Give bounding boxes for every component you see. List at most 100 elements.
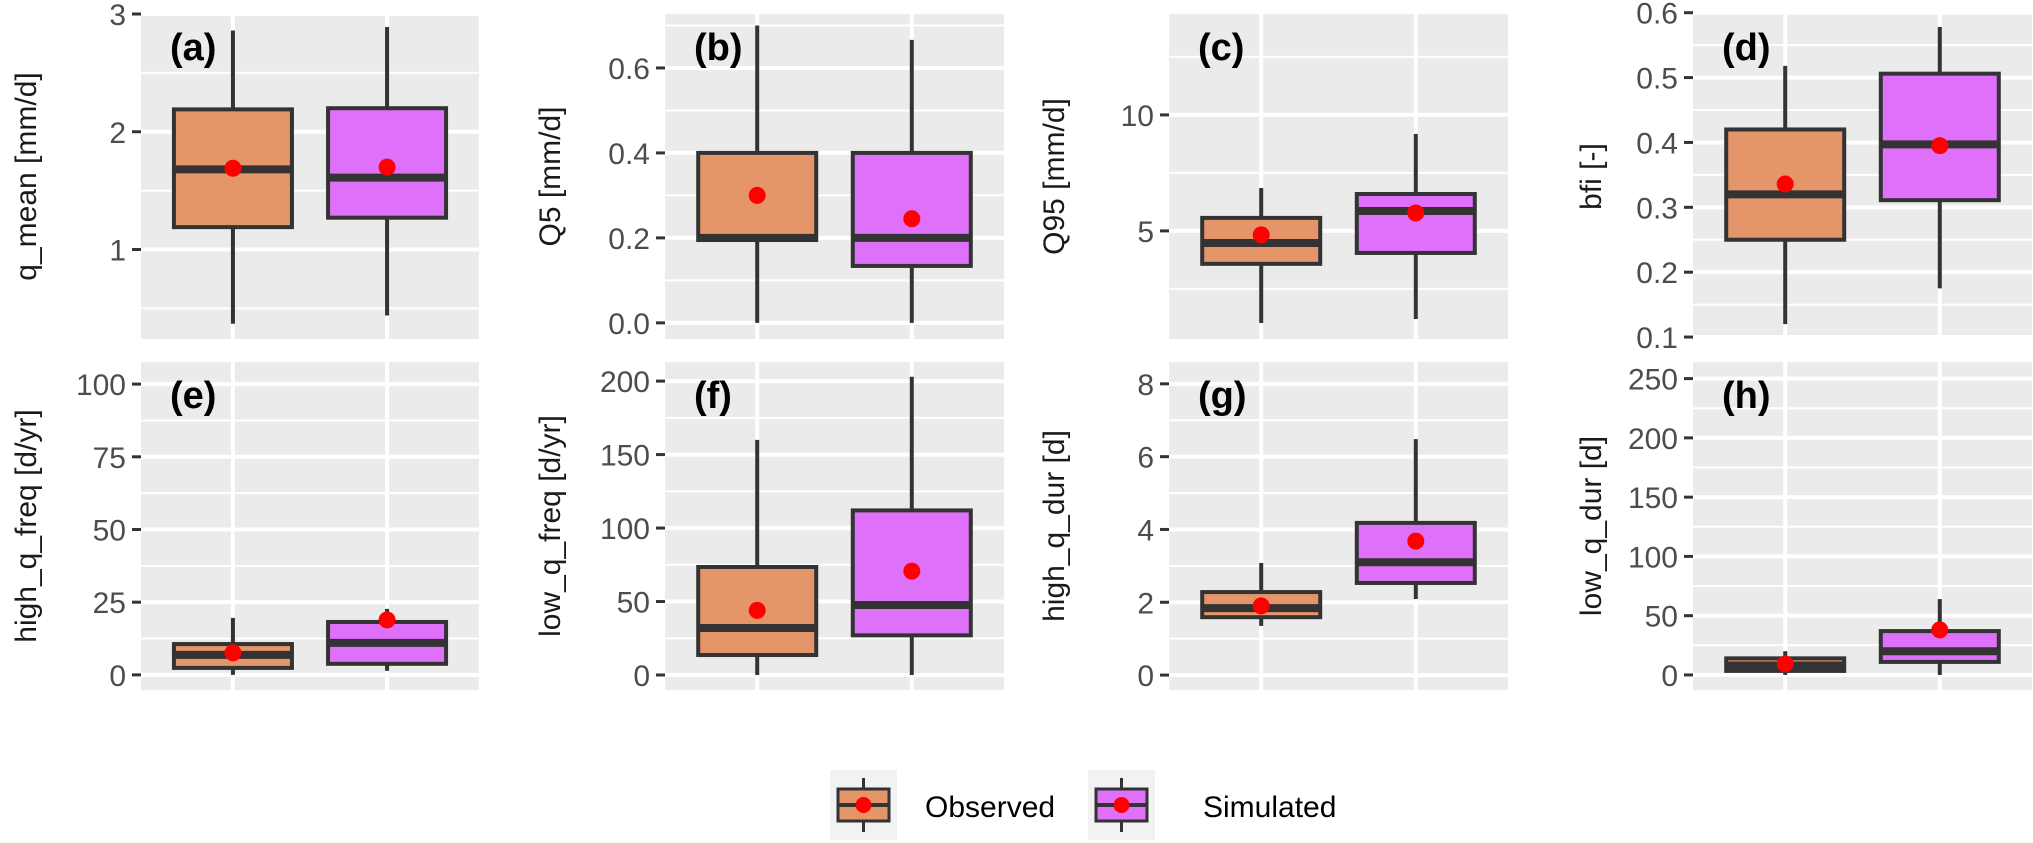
mean-point xyxy=(1252,597,1270,615)
panel-tag: (f) xyxy=(694,375,732,417)
y-tick-label: 100 xyxy=(600,513,650,546)
y-tick-label: 100 xyxy=(76,369,126,402)
y-tick-label: 250 xyxy=(1628,364,1678,397)
legend: Observed Simulated xyxy=(830,770,1336,840)
box-observed xyxy=(696,439,819,676)
y-tick-label: 0 xyxy=(109,660,126,693)
y-tick-label: 0 xyxy=(1661,660,1678,693)
mean-point xyxy=(1407,532,1425,550)
mean-point xyxy=(1931,621,1949,639)
y-tick-label: 2 xyxy=(109,117,126,150)
y-tick-label: 100 xyxy=(1628,541,1678,574)
y-tick-label: 0.2 xyxy=(1636,257,1678,290)
panels: 1 2 3 q_mean [mm/d] (a) 0.0 0.2 0.4 0.6 Q5 [mm/d]… xyxy=(10,0,2032,693)
box-iqr xyxy=(1878,71,2001,203)
y-tick-label: 0 xyxy=(633,660,650,693)
mean-point xyxy=(748,186,766,204)
y-tick-label: 50 xyxy=(93,514,126,547)
box-observed xyxy=(1200,562,1323,626)
panel-tag: (e) xyxy=(170,375,216,417)
mean-point xyxy=(1931,137,1949,155)
legend-item-observed xyxy=(830,770,897,840)
legend-label-observed: Observed xyxy=(925,791,1055,824)
y-tick-label: 200 xyxy=(1628,423,1678,456)
mean-point xyxy=(1776,175,1794,193)
panel-d: 0.1 0.2 0.3 0.4 0.5 0.6 bfi [-] (d) xyxy=(1575,0,2032,355)
panel-b: 0.0 0.2 0.4 0.6 Q5 [mm/d] (b) xyxy=(534,14,1004,341)
mean-point xyxy=(224,644,242,662)
y-tick-label: 2 xyxy=(1137,587,1154,620)
mean-point xyxy=(378,611,396,629)
panel-g: 0 2 4 6 8 high_q_dur [d] (g) xyxy=(1038,362,1508,693)
y-tick-label: 50 xyxy=(1645,601,1678,634)
y-tick-label: 0.6 xyxy=(1636,0,1678,31)
panel-c: 5 10 Q95 [mm/d] (c) xyxy=(1038,14,1508,339)
panel-a: 1 2 3 q_mean [mm/d] (a) xyxy=(10,0,479,339)
box-iqr xyxy=(850,150,973,268)
y-axis-title: high_q_freq [d/yr] xyxy=(10,409,43,642)
y-tick-label: 150 xyxy=(600,440,650,473)
box-observed xyxy=(696,25,819,323)
box-simulated xyxy=(1354,133,1477,320)
panel-tag: (d) xyxy=(1722,27,1771,69)
y-tick-label: 0.5 xyxy=(1636,63,1678,96)
y-tick-label: 0.6 xyxy=(608,53,650,86)
y-tick-label: 25 xyxy=(93,587,126,620)
mean-point xyxy=(903,210,921,228)
mean-point xyxy=(378,158,396,176)
y-tick-label: 0.4 xyxy=(1636,127,1678,160)
legend-item-simulated xyxy=(1088,770,1155,840)
panel-tag: (a) xyxy=(170,27,216,69)
y-axis-title: high_q_dur [d] xyxy=(1038,430,1071,622)
y-tick-label: 0.0 xyxy=(608,308,650,341)
box-iqr xyxy=(1354,192,1477,255)
y-axis-title: q_mean [mm/d] xyxy=(10,72,43,280)
panel-background xyxy=(1169,14,1508,339)
y-tick-label: 10 xyxy=(1121,100,1154,133)
box-simulated xyxy=(850,39,973,323)
y-axis-title: low_q_freq [d/yr] xyxy=(534,415,567,637)
y-tick-label: 3 xyxy=(109,0,126,32)
mean-point xyxy=(748,601,766,619)
y-tick-label: 0.2 xyxy=(608,223,650,256)
panel-tag: (g) xyxy=(1198,375,1247,417)
legend-mean-point xyxy=(855,797,872,813)
box-iqr xyxy=(1354,520,1477,585)
box-simulated xyxy=(1354,439,1477,599)
mean-point xyxy=(1252,226,1270,244)
y-axis-title: Q95 [mm/d] xyxy=(1038,98,1071,255)
y-tick-label: 4 xyxy=(1137,514,1154,547)
y-tick-label: 0.1 xyxy=(1636,322,1678,355)
y-axis-title: low_q_dur [d] xyxy=(1575,436,1608,616)
panel-h: 0 50 100 150 200 250 low_q_dur [d] (h) xyxy=(1575,362,2032,693)
y-axis-title: Q5 [mm/d] xyxy=(534,106,567,246)
mean-point xyxy=(1776,655,1794,673)
y-tick-label: 0.4 xyxy=(608,138,650,171)
box-observed xyxy=(171,30,294,324)
box-observed xyxy=(1724,65,1847,325)
y-tick-label: 0 xyxy=(1137,660,1154,693)
box-simulated xyxy=(850,376,973,676)
mean-point xyxy=(224,159,242,177)
box-simulated xyxy=(326,608,449,671)
box-iqr xyxy=(1878,629,2001,664)
mean-point xyxy=(1407,204,1425,222)
y-tick-label: 8 xyxy=(1137,369,1154,402)
box-observed xyxy=(1200,187,1323,323)
y-tick-label: 200 xyxy=(600,366,650,399)
box-simulated xyxy=(1878,26,2001,289)
box-observed xyxy=(1724,651,1847,675)
y-tick-label: 50 xyxy=(617,587,650,620)
y-tick-label: 0.3 xyxy=(1636,192,1678,225)
y-tick-label: 75 xyxy=(93,442,126,475)
panel-e: 0 25 50 75 100 high_q_freq [d/yr] (e) xyxy=(10,362,479,693)
y-tick-label: 1 xyxy=(109,235,126,268)
y-tick-label: 150 xyxy=(1628,482,1678,515)
y-tick-label: 6 xyxy=(1137,442,1154,475)
mean-point xyxy=(903,562,921,580)
legend-label-simulated: Simulated xyxy=(1203,791,1336,824)
box-simulated xyxy=(1878,599,2001,675)
box-observed xyxy=(171,617,294,675)
panel-tag: (h) xyxy=(1722,375,1771,417)
